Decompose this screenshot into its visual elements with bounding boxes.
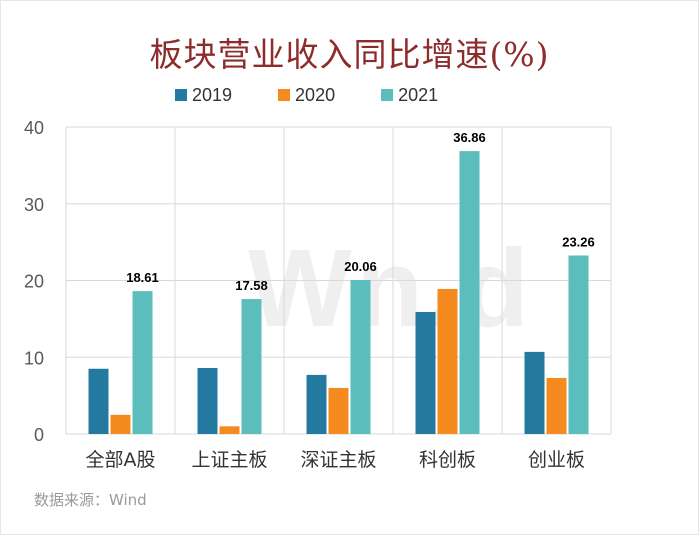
bar-2020-0	[110, 414, 131, 434]
data-label: 18.61	[126, 270, 159, 285]
data-label: 20.06	[344, 259, 377, 274]
legend: 2019 2020 2021	[175, 84, 484, 106]
legend-label-2020: 2020	[295, 84, 336, 105]
bar-2021-3	[459, 151, 480, 435]
y-tick-label: 10	[24, 348, 44, 368]
source-note: 数据来源：Wind	[34, 491, 147, 509]
bar-2020-4	[546, 377, 567, 434]
bar-2019-0	[88, 368, 109, 434]
bar-2019-1	[197, 367, 218, 434]
chart-title: 板块营业收入同比增速(%)	[149, 35, 550, 74]
bar-2020-3	[437, 288, 458, 434]
legend-label-2019: 2019	[192, 84, 233, 105]
data-label: 36.86	[453, 130, 486, 145]
bar-2019-4	[524, 351, 545, 434]
bar-2020-2	[328, 387, 349, 434]
bar-2021-1	[241, 299, 262, 434]
legend-swatch-2020	[278, 89, 291, 101]
x-tick-label: 科创板	[419, 449, 476, 471]
bar-2021-4	[568, 255, 589, 434]
y-tick-label: 30	[24, 195, 44, 215]
x-tick-label: 创业板	[528, 449, 585, 471]
y-tick-label: 0	[34, 425, 44, 445]
x-tick-label: 深证主板	[300, 449, 376, 471]
y-tick-label: 20	[24, 272, 44, 292]
bar-2019-3	[415, 311, 436, 434]
legend-label-2021: 2021	[398, 84, 439, 105]
legend-item-2020: 2020	[278, 85, 335, 106]
legend-item-2021: 2021	[381, 85, 438, 106]
x-tick-label: 全部A股	[86, 449, 156, 471]
watermark: Wn.d	[248, 227, 533, 350]
data-label: 23.26	[562, 234, 595, 249]
data-label: 17.58	[235, 278, 268, 293]
bar-2020-1	[219, 426, 240, 434]
bar-2021-0	[132, 291, 153, 434]
y-tick-label: 40	[24, 118, 44, 138]
legend-item-2019: 2019	[175, 85, 232, 106]
legend-swatch-2021	[381, 89, 394, 101]
legend-swatch-2019	[175, 89, 187, 101]
bar-2021-2	[350, 280, 371, 434]
bar-2019-2	[306, 374, 327, 434]
x-tick-label: 上证主板	[191, 449, 267, 471]
